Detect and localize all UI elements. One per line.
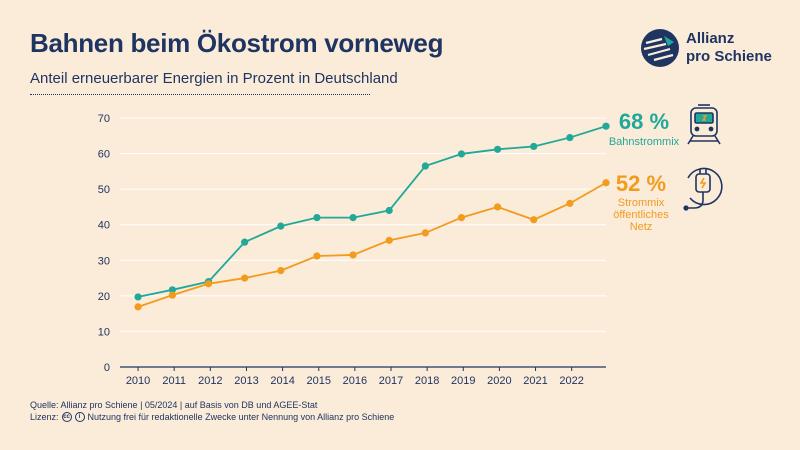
y-tick-label: 70 <box>98 113 110 125</box>
grid-data-point <box>241 274 249 282</box>
page-title: Bahnen beim Ökostrom vorneweg <box>30 28 444 58</box>
grid-callout-value: 52 % <box>616 171 666 196</box>
x-tick-label: 2011 <box>162 375 186 387</box>
train-icon <box>687 104 721 145</box>
cc-icon: cc <box>61 412 72 422</box>
rail-data-point <box>530 142 538 151</box>
grid-data-point <box>530 216 538 224</box>
grid-data-point <box>134 303 142 311</box>
grid-data-point <box>385 236 393 244</box>
grid-series-line <box>137 181 607 308</box>
grid-data-point <box>566 199 574 207</box>
grid-data-point <box>349 251 357 259</box>
x-tick-label: 2020 <box>487 375 511 387</box>
source-note: Quelle: Allianz pro Schiene | 05/2024 | … <box>30 400 318 410</box>
grid-data-point <box>493 203 502 211</box>
logo-line-2: pro Schiene <box>686 48 772 65</box>
gridlines <box>120 117 606 368</box>
x-tick-label: 2019 <box>451 375 475 387</box>
grid-data-point <box>204 280 213 288</box>
grid-data-point <box>313 252 321 260</box>
license-note: Lizenz: cc i Nutzung frei für redaktione… <box>30 412 394 422</box>
attribution-icon: i <box>74 412 85 422</box>
x-tick-label: 2013 <box>234 375 258 387</box>
grid-callout-label-2: öffentliches <box>613 209 669 221</box>
rail-data-point <box>134 293 142 301</box>
series-layer <box>134 122 610 311</box>
rail-data-point <box>277 222 285 230</box>
y-tick-label: 0 <box>104 362 110 374</box>
rail-data-point <box>385 206 393 215</box>
y-axis: 0 10 20 30 40 50 60 70 <box>98 113 110 374</box>
allianz-pro-schiene-logo: Allianz pro Schiene <box>640 28 780 74</box>
y-tick-label: 10 <box>98 326 110 338</box>
license-text: Nutzung frei für redaktionelle Zwecke un… <box>87 412 395 422</box>
y-tick-label: 60 <box>98 149 110 161</box>
rail-data-point <box>313 214 321 222</box>
x-tick-label: 2017 <box>379 375 403 387</box>
x-tick-label: 2021 <box>523 375 547 387</box>
x-tick-label: 2018 <box>415 375 439 387</box>
rail-data-point <box>457 150 466 158</box>
y-tick-label: 40 <box>98 220 110 232</box>
rail-data-point <box>241 238 249 246</box>
rail-data-point <box>349 214 357 222</box>
callouts: 68 % Bahnstrommix 52 % Strommix öffentli… <box>609 109 680 233</box>
grid-callout-label-3: Netz <box>630 221 653 233</box>
y-tick-label: 50 <box>98 184 110 196</box>
x-tick-label: 2022 <box>559 375 583 387</box>
x-tick-label: 2012 <box>198 375 222 387</box>
x-tick-label: 2014 <box>270 375 294 387</box>
rail-data-point <box>421 162 429 170</box>
plug-icon <box>683 167 723 211</box>
x-tick-label: 2010 <box>126 375 150 387</box>
grid-callout-label-1: Strommix <box>618 197 665 209</box>
x-tick-label: 2015 <box>306 375 330 387</box>
rail-series-line <box>137 125 607 298</box>
logo-mark-icon <box>641 29 679 67</box>
grid-data-point <box>421 229 429 237</box>
rail-data-point <box>493 145 502 153</box>
rail-callout-label: Bahnstrommix <box>609 136 680 148</box>
logo-line-1: Allianz <box>686 30 735 47</box>
y-tick-label: 30 <box>98 255 110 267</box>
x-tick-label: 2016 <box>343 375 367 387</box>
chart-subtitle: Anteil erneuerbarer Energien in Prozent … <box>30 70 398 87</box>
grid-data-point <box>457 214 466 222</box>
grid-data-point <box>277 267 285 275</box>
license-label: Lizenz: <box>30 412 59 422</box>
logo-text: Allianz pro Schiene <box>686 30 772 66</box>
y-tick-label: 20 <box>98 291 110 303</box>
rail-data-point <box>168 286 176 294</box>
rail-callout-value: 68 % <box>619 109 669 134</box>
x-axis: 2010 2011 2012 2013 2014 2015 2016 2017 2018 2019… <box>126 367 584 387</box>
rail-data-point <box>602 122 610 130</box>
grid-data-point <box>168 291 176 299</box>
subtitle-divider <box>30 94 370 95</box>
grid-data-point <box>602 179 610 187</box>
rail-data-point <box>566 133 574 142</box>
